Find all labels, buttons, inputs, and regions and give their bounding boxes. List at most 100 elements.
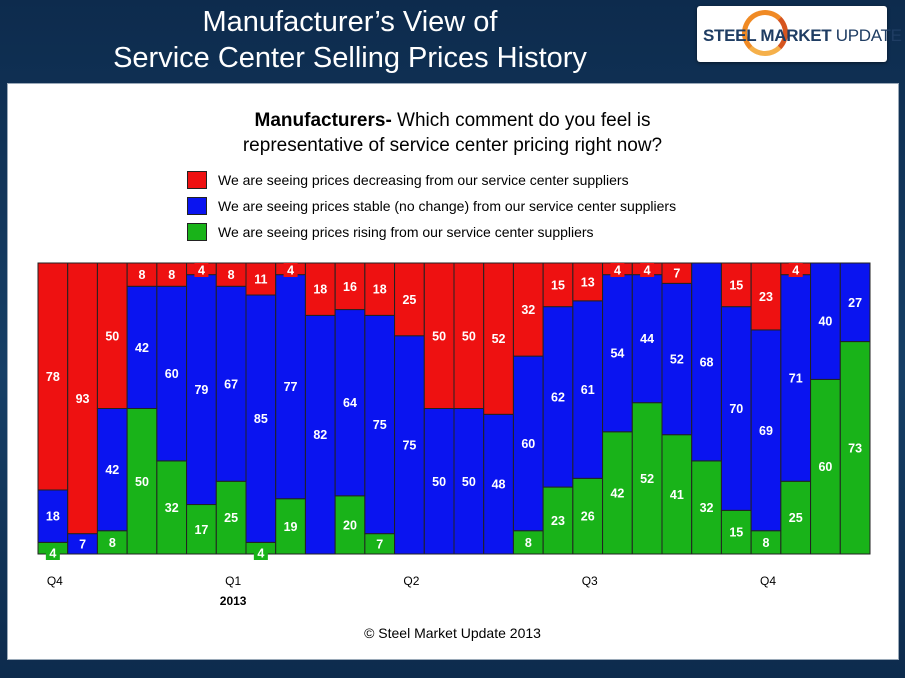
data-label-stable: 18 — [46, 510, 60, 524]
logo-ring-icon — [742, 10, 788, 56]
bar-segment-stable — [186, 274, 217, 506]
data-label-rising: 15 — [729, 526, 743, 540]
data-label-decreasing: 18 — [313, 283, 327, 297]
slide-title-line2: Service Center Selling Prices History — [113, 42, 587, 74]
bar-segment-stable — [215, 285, 247, 482]
data-labels-group: 4187879384250504283260817794256784851119… — [45, 263, 862, 561]
x-axis-label: Q1 — [225, 574, 241, 588]
data-label-decreasing: 8 — [139, 268, 146, 282]
slide-title: Manufacturer’s View of Service Center Se… — [40, 4, 660, 76]
bar-segment-stable — [691, 262, 722, 462]
bar-segment-rising — [602, 431, 633, 555]
data-label-stable: 77 — [284, 380, 298, 394]
bar-segment-decreasing — [67, 262, 98, 535]
data-label-stable: 79 — [194, 383, 208, 397]
bar-segment-stable — [245, 294, 277, 543]
data-label-stable: 48 — [492, 478, 506, 492]
data-label-bg — [283, 263, 298, 277]
data-label-rising: 4 — [49, 547, 56, 561]
data-label-decreasing: 4 — [792, 264, 799, 278]
question-bold: Manufacturers- — [254, 110, 392, 131]
data-label-decreasing: 50 — [105, 329, 119, 343]
bar-segment-rising — [631, 402, 663, 555]
data-label-decreasing: 23 — [759, 290, 773, 304]
data-label-stable: 71 — [789, 371, 803, 385]
data-label-rising: 25 — [789, 511, 803, 525]
bar-segment-stable — [810, 262, 841, 380]
data-label-rising: 50 — [135, 475, 149, 489]
bar-segment-rising — [156, 460, 188, 555]
bar-segment-rising — [275, 498, 306, 555]
data-label-rising: 60 — [818, 460, 832, 474]
data-label-decreasing: 78 — [46, 370, 60, 384]
data-label-stable: 42 — [135, 341, 149, 355]
data-label-stable: 69 — [759, 424, 773, 438]
data-label-bg — [253, 546, 268, 560]
bar-segment-decreasing — [512, 262, 544, 357]
question-line2: representative of service center pricing… — [242, 135, 663, 156]
bar-segment-stable — [512, 355, 544, 532]
legend-swatch-decreasing — [187, 171, 207, 189]
bar-segment-rising — [810, 378, 841, 555]
data-label-rising: 32 — [700, 501, 714, 515]
slide-title-line1: Manufacturer’s View of — [202, 6, 498, 38]
data-label-rising: 73 — [848, 441, 862, 455]
legend-swatch-rising — [187, 223, 207, 241]
bar-segment-stable — [37, 489, 69, 543]
data-label-decreasing: 93 — [76, 392, 90, 406]
bar-segment-stable — [572, 300, 604, 479]
data-label-rising: 32 — [165, 501, 179, 515]
data-label-bg — [788, 263, 803, 277]
data-label-stable: 54 — [610, 347, 624, 361]
x-axis-label: Q3 — [582, 574, 598, 588]
data-label-decreasing: 15 — [729, 278, 743, 292]
data-label-stable: 61 — [581, 383, 595, 397]
data-label-decreasing: 52 — [492, 332, 506, 346]
data-label-stable: 62 — [551, 390, 565, 404]
data-label-stable: 27 — [848, 296, 862, 310]
copyright-footer: © Steel Market Update 2013 — [364, 625, 541, 641]
question-line1-rest: Which comment do you feel is — [391, 110, 651, 131]
bar-segment-rising — [661, 434, 693, 555]
bar-segment-stable — [275, 274, 306, 500]
bar-segment-rising — [334, 495, 366, 555]
bar-segment-stable — [156, 285, 188, 462]
data-label-stable: 50 — [432, 475, 446, 489]
data-label-bg — [45, 546, 60, 560]
bar-segment-rising — [691, 460, 722, 555]
data-label-decreasing: 4 — [614, 264, 621, 278]
data-label-stable: 85 — [254, 412, 268, 426]
data-label-rising: 17 — [194, 523, 208, 537]
bars-group — [37, 262, 871, 555]
x-axis-label: Q2 — [403, 574, 419, 588]
data-label-decreasing: 18 — [373, 283, 387, 297]
data-label-decreasing: 4 — [198, 264, 205, 278]
bar-segment-stable — [839, 262, 871, 343]
steel-market-update-logo: STEEL MARKET UPDATE — [697, 6, 902, 62]
bar-segment-rising — [215, 480, 247, 555]
data-label-stable: 82 — [313, 428, 327, 442]
bar-segment-decreasing — [542, 262, 574, 308]
data-label-bg — [194, 263, 209, 277]
data-label-decreasing: 32 — [521, 303, 535, 317]
data-label-stable: 60 — [521, 437, 535, 451]
survey-question: Manufacturers- Which comment do you feel… — [0, 108, 905, 158]
bar-segment-decreasing — [750, 262, 782, 331]
data-label-decreasing: 25 — [402, 293, 416, 307]
bar-segment-decreasing — [96, 262, 128, 409]
data-label-decreasing: 11 — [254, 273, 267, 287]
data-label-bg — [610, 263, 625, 277]
bar-segment-stable — [96, 408, 128, 532]
data-label-rising: 42 — [610, 486, 624, 500]
data-label-stable: 44 — [640, 332, 654, 346]
data-label-rising: 26 — [581, 510, 595, 524]
bar-segment-stable — [542, 306, 574, 488]
bar-segment-decreasing — [304, 262, 336, 316]
x-axis-year-label: 2013 — [220, 594, 247, 608]
legend-label-rising: We are seeing prices rising from our ser… — [218, 224, 594, 240]
data-label-decreasing: 8 — [228, 268, 235, 282]
data-label-stable: 50 — [462, 475, 476, 489]
data-label-rising: 8 — [763, 536, 770, 550]
data-label-decreasing: 15 — [551, 278, 565, 292]
